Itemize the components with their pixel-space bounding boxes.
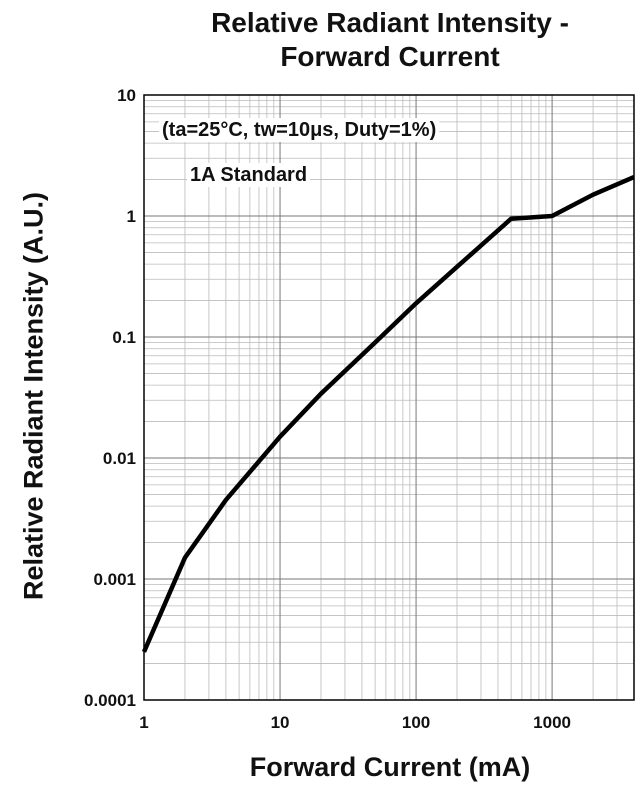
standard-annotation-bg	[187, 163, 311, 187]
conditions-annotation: (ta=25°C, tw=10μs, Duty=1%)	[162, 119, 436, 141]
y-tick-label: 0.0001	[84, 691, 136, 710]
chart-title-line-2: Forward Current	[280, 41, 500, 72]
x-tick-label: 1000	[533, 713, 571, 732]
y-tick-label: 0.01	[103, 449, 136, 468]
chart-title: Relative Radiant Intensity -	[211, 7, 569, 38]
y-tick-label: 10	[117, 86, 136, 105]
x-tick-label: 1	[139, 713, 148, 732]
x-tick-labels: 1 10 100 1000	[139, 713, 571, 732]
y-tick-labels: 0.0001 0.001 0.01 0.1 1 10	[84, 86, 136, 710]
y-axis-label: Relative Radiant Intensity (A.U.)	[18, 191, 49, 601]
standard-annotation: 1A Standard	[190, 164, 307, 186]
x-tick-label: 10	[271, 713, 290, 732]
plot-frame	[143, 94, 635, 701]
conditions-annotation-bg	[159, 118, 440, 142]
annotation-group: (ta=25°C, tw=10μs, Duty=1%) 1A Standard	[159, 118, 440, 187]
series-group	[141, 174, 635, 653]
x-tick-label: 100	[402, 713, 430, 732]
y-tick-label: 0.001	[93, 570, 136, 589]
y-tick-label: 1	[127, 207, 136, 226]
y-tick-label: 0.1	[112, 328, 136, 347]
series-line-0	[141, 174, 635, 653]
x-axis-label: Forward Current (mA)	[249, 752, 531, 782]
